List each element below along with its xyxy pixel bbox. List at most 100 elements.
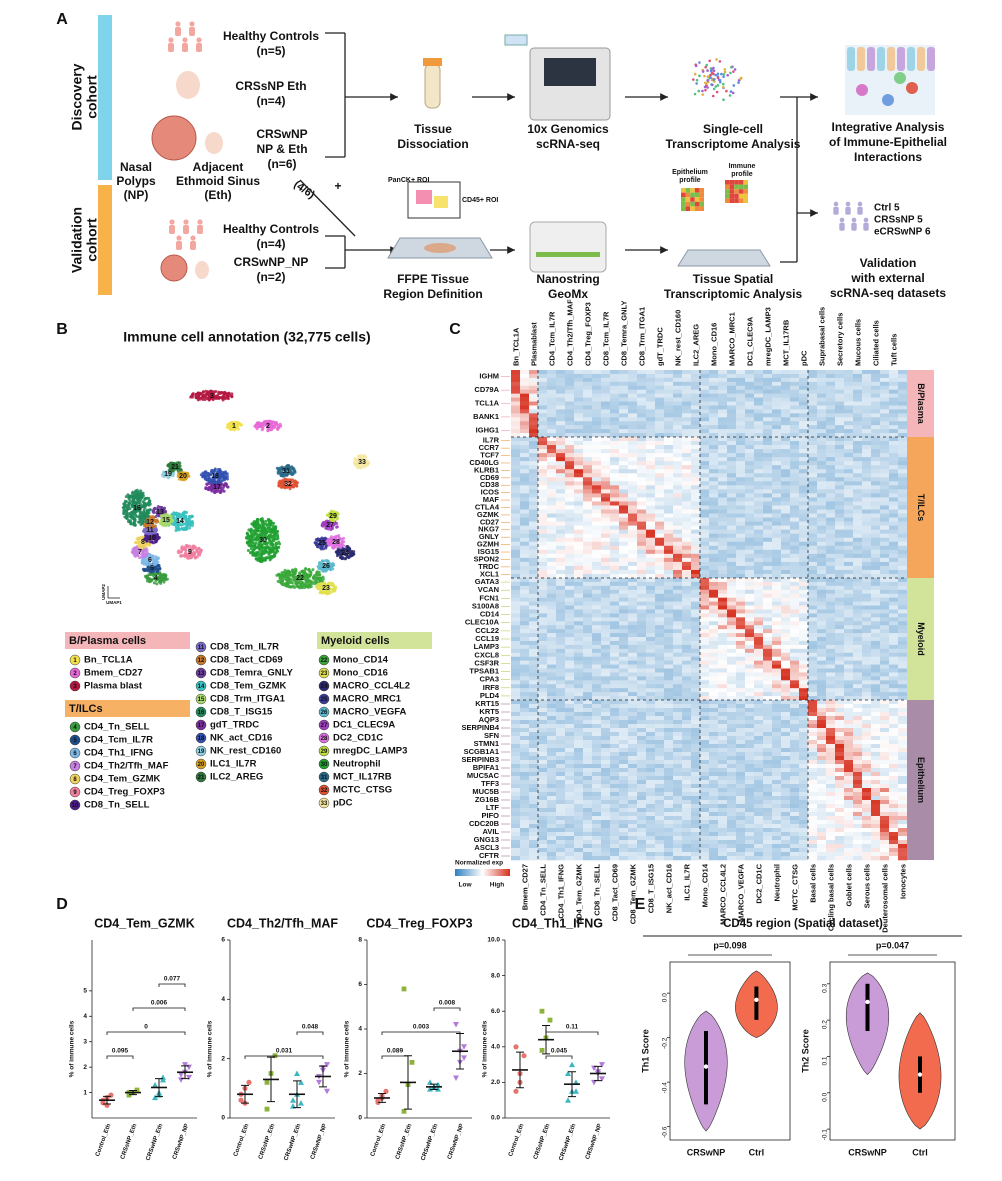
panel-label: D bbox=[56, 896, 68, 913]
heatmap-cell bbox=[727, 437, 737, 442]
gene-label: IGHG1 bbox=[476, 425, 499, 434]
cluster-label: 16 bbox=[133, 505, 141, 512]
heatmap-cell bbox=[610, 370, 620, 375]
umap-point bbox=[265, 550, 269, 554]
heatmap-cell bbox=[889, 401, 899, 406]
profile-cell bbox=[734, 193, 739, 199]
heatmap-cell bbox=[718, 513, 728, 518]
umap-point bbox=[162, 580, 166, 584]
heatmap-cell bbox=[664, 481, 674, 486]
umap-point bbox=[263, 526, 267, 530]
step-label: Tissue Spatial bbox=[693, 272, 773, 286]
heatmap-cell bbox=[538, 370, 548, 375]
heatmap-cell bbox=[889, 497, 899, 502]
heatmap-cell bbox=[610, 445, 620, 450]
heatmap-cell bbox=[520, 401, 530, 406]
heatmap-cell bbox=[808, 405, 818, 410]
heatmap-cell bbox=[619, 441, 629, 446]
heatmap-cell bbox=[655, 385, 665, 391]
umap-point bbox=[334, 585, 338, 589]
umap-point bbox=[127, 501, 131, 505]
heatmap-cell bbox=[592, 421, 602, 426]
umap-point bbox=[155, 582, 159, 586]
heatmap-cell bbox=[547, 425, 557, 430]
heatmap-cell bbox=[511, 493, 521, 498]
umap-point bbox=[123, 501, 127, 505]
heatmap-cell bbox=[601, 477, 611, 482]
heatmap-cell bbox=[871, 425, 881, 430]
heatmap-cell bbox=[754, 453, 764, 458]
heatmap-cell bbox=[880, 381, 890, 387]
heatmap-cell bbox=[781, 477, 791, 482]
heatmap-cell bbox=[799, 429, 809, 434]
heatmap-cell bbox=[655, 461, 665, 466]
heatmap-cell bbox=[871, 473, 881, 478]
heatmap-cell bbox=[853, 389, 863, 394]
cell-dot bbox=[722, 75, 725, 79]
heatmap-cell bbox=[700, 505, 710, 510]
heatmap-cell bbox=[538, 509, 548, 514]
heatmap-cell bbox=[799, 501, 809, 506]
umap-point bbox=[153, 524, 157, 528]
heatmap-cell bbox=[781, 449, 791, 454]
heatmap-cell bbox=[547, 453, 557, 458]
heatmap-cell bbox=[763, 501, 773, 506]
heatmap-cell bbox=[529, 413, 539, 418]
heatmap-cell bbox=[835, 370, 845, 375]
heatmap-cell bbox=[736, 421, 746, 426]
heatmap-cell bbox=[673, 441, 683, 446]
heatmap-cell bbox=[664, 457, 674, 462]
person-icon bbox=[857, 206, 863, 215]
heatmap-cell bbox=[610, 449, 620, 454]
heatmap-cell bbox=[817, 405, 827, 410]
heatmap-cell bbox=[853, 449, 863, 454]
heatmap-cell bbox=[862, 425, 872, 430]
heatmap-cell bbox=[727, 389, 737, 394]
heatmap-cell bbox=[565, 453, 575, 458]
cell-dot bbox=[721, 82, 725, 86]
heatmap-cell bbox=[736, 489, 746, 494]
heatmap-cell bbox=[772, 429, 782, 434]
heatmap-cell bbox=[700, 377, 710, 383]
heatmap-cell bbox=[538, 417, 548, 422]
heatmap-cell bbox=[691, 429, 701, 434]
heatmap-cell bbox=[853, 453, 863, 458]
heatmap-cell bbox=[790, 481, 800, 486]
heatmap-cell bbox=[637, 385, 647, 391]
heatmap-cell bbox=[862, 493, 872, 498]
heatmap-cell bbox=[754, 445, 764, 450]
cluster-label: 14 bbox=[176, 518, 184, 525]
heatmap-cell bbox=[547, 377, 557, 383]
heatmap-cell bbox=[772, 461, 782, 466]
heatmap-cell bbox=[673, 417, 683, 422]
heatmap-cell bbox=[700, 421, 710, 426]
heatmap-cell bbox=[538, 497, 548, 502]
umap-point bbox=[148, 558, 152, 562]
cluster-label: 29 bbox=[329, 513, 337, 520]
heatmap-cell bbox=[520, 421, 530, 426]
heatmap-cell bbox=[709, 413, 719, 418]
heatmap-cell bbox=[610, 457, 620, 462]
umap-point bbox=[238, 423, 242, 427]
umap-point bbox=[156, 576, 160, 580]
heatmap-cell bbox=[529, 381, 539, 387]
profile-cell bbox=[681, 197, 686, 202]
heatmap-cell bbox=[718, 385, 728, 391]
heatmap-cell bbox=[727, 469, 737, 474]
heatmap-cell bbox=[565, 493, 575, 498]
heatmap-cell bbox=[745, 461, 755, 466]
heatmap-cell bbox=[727, 409, 737, 414]
heatmap-cell bbox=[772, 457, 782, 462]
heatmap-cell bbox=[637, 461, 647, 466]
heatmap-cell bbox=[601, 509, 611, 514]
heatmap-cell bbox=[700, 497, 710, 502]
heatmap-cell bbox=[862, 413, 872, 418]
heatmap-cell bbox=[862, 481, 872, 486]
heatmap-cell bbox=[718, 465, 728, 470]
umap-point bbox=[350, 552, 354, 556]
heatmap-cell bbox=[520, 413, 530, 418]
heatmap-cell bbox=[601, 453, 611, 458]
heatmap-cell bbox=[745, 489, 755, 494]
heatmap-cell bbox=[790, 473, 800, 478]
umap-point bbox=[225, 395, 229, 399]
